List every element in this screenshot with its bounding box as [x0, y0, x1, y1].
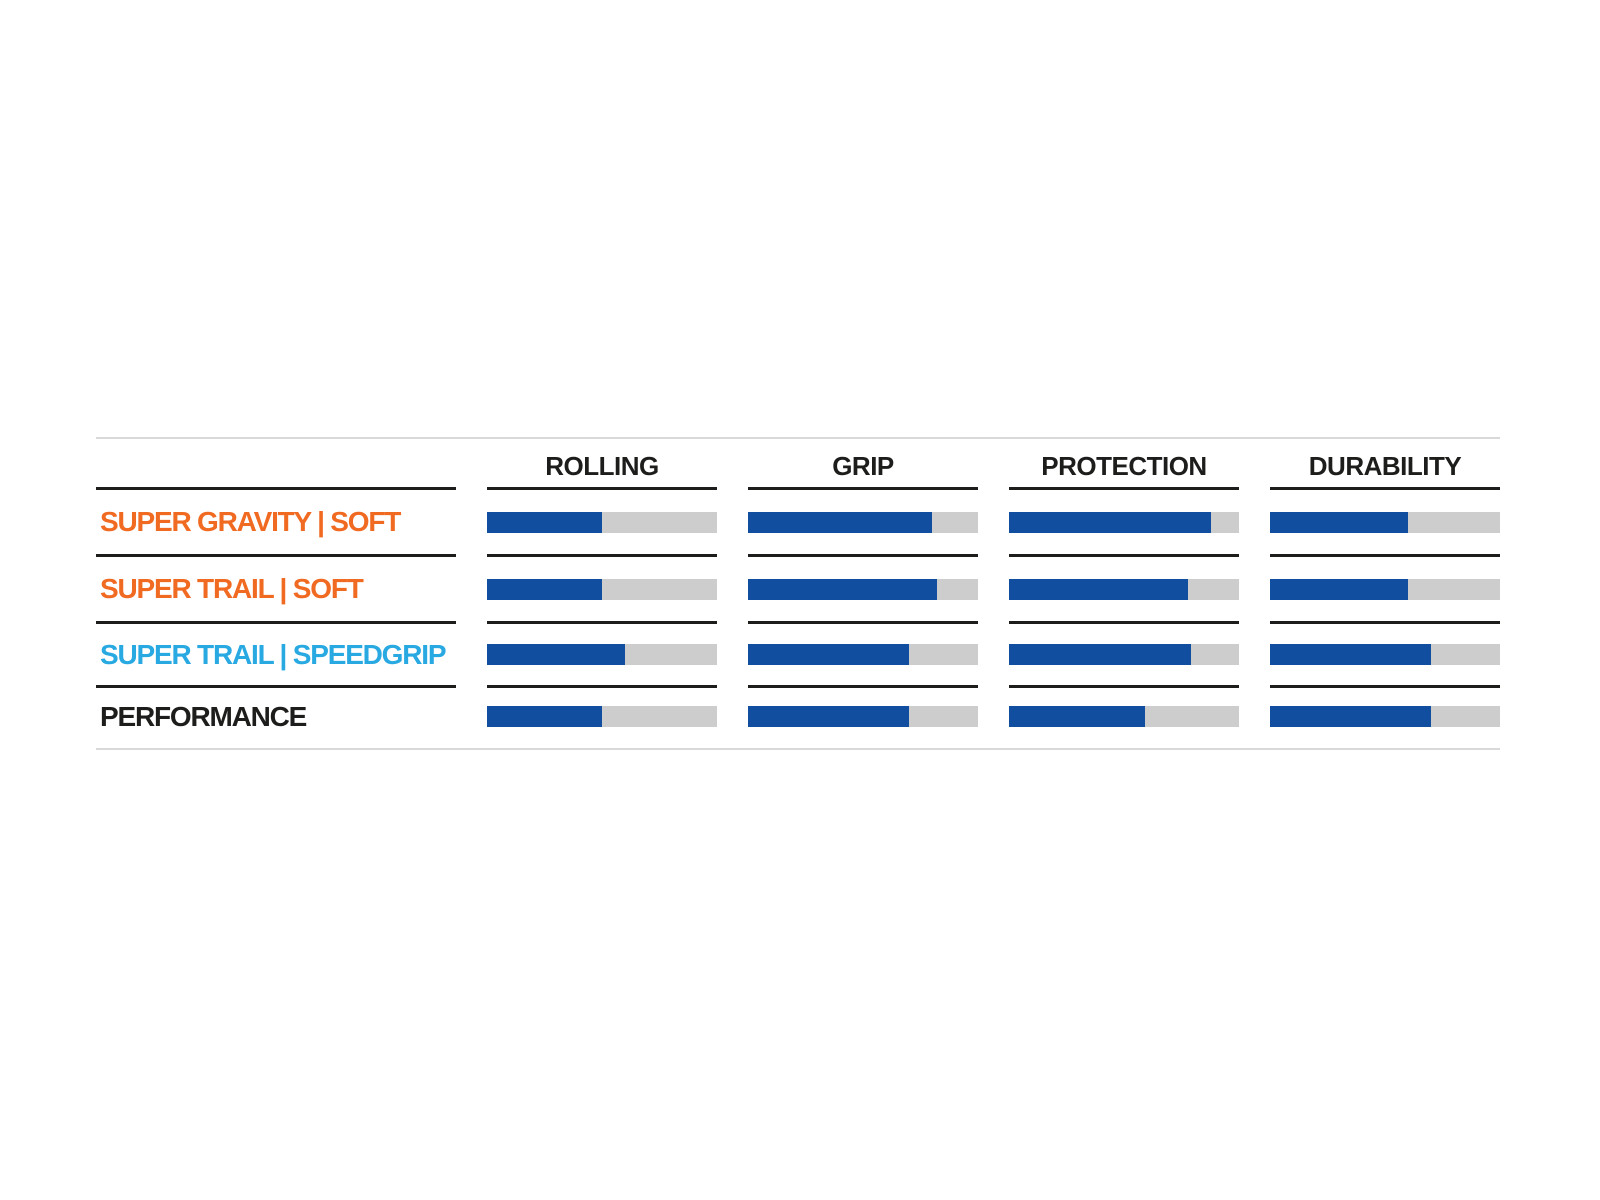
- bar-track: [1270, 511, 1500, 533]
- row-label-cell-super-gravity-soft: SUPER GRAVITY | SOFT: [96, 490, 456, 557]
- bar-performance-grip: [748, 688, 978, 748]
- row-label: PERFORMANCE: [100, 700, 307, 732]
- bar-super-trail-soft-protection: [1009, 557, 1239, 624]
- bar-track: [1270, 644, 1500, 665]
- bar-track: [1009, 706, 1239, 727]
- bar-fill: [487, 644, 625, 665]
- row-label: SUPER GRAVITY | SOFT: [100, 506, 401, 537]
- bar-fill: [487, 511, 602, 533]
- bar-super-trail-soft-rolling: [487, 557, 717, 624]
- column-header-rolling: ROLLING: [487, 439, 717, 490]
- bar-fill: [487, 578, 602, 600]
- bar-track: [487, 706, 717, 727]
- bar-fill: [1270, 706, 1431, 727]
- bar-fill: [1009, 644, 1191, 665]
- row-label: SUPER TRAIL | SOFT: [100, 573, 364, 604]
- bar-fill: [1270, 511, 1408, 533]
- bar-super-trail-soft-grip: [748, 557, 978, 624]
- bar-performance-durability: [1270, 688, 1500, 748]
- bar-fill: [1270, 578, 1408, 600]
- bar-track: [487, 644, 717, 665]
- bar-performance-rolling: [487, 688, 717, 748]
- bar-super-gravity-soft-protection: [1009, 490, 1239, 557]
- bar-super-trail-speedgrip-grip: [748, 624, 978, 688]
- bar-fill: [1009, 578, 1189, 600]
- bar-track: [748, 578, 978, 600]
- bar-super-trail-speedgrip-durability: [1270, 624, 1500, 688]
- bar-fill: [1009, 511, 1212, 533]
- row-label: SUPER TRAIL | SPEEDGRIP: [100, 638, 447, 670]
- bar-super-trail-speedgrip-protection: [1009, 624, 1239, 688]
- bar-super-trail-soft-durability: [1270, 557, 1500, 624]
- bar-track: [1270, 578, 1500, 600]
- comparison-grid: ROLLING GRIP PROTECTION DURABILITY SUPER GR…: [96, 439, 1500, 748]
- bar-track: [748, 511, 978, 533]
- bar-track: [1009, 644, 1239, 665]
- bar-fill: [748, 511, 932, 533]
- header-spacer-cell: [96, 439, 456, 490]
- bar-track: [748, 644, 978, 665]
- bar-fill: [748, 706, 909, 727]
- bar-track: [487, 511, 717, 533]
- row-label-cell-super-trail-soft: SUPER TRAIL | SOFT: [96, 557, 456, 624]
- bar-fill: [748, 578, 937, 600]
- bar-super-trail-speedgrip-rolling: [487, 624, 717, 688]
- column-header-grip: GRIP: [748, 439, 978, 490]
- bar-super-gravity-soft-grip: [748, 490, 978, 557]
- bar-fill: [487, 706, 602, 727]
- bar-track: [1009, 578, 1239, 600]
- column-header-protection: PROTECTION: [1009, 439, 1239, 490]
- bar-track: [748, 706, 978, 727]
- bar-super-gravity-soft-rolling: [487, 490, 717, 557]
- column-header-durability: DURABILITY: [1270, 439, 1500, 490]
- bar-performance-protection: [1009, 688, 1239, 748]
- bar-fill: [1270, 644, 1431, 665]
- bar-track: [1009, 511, 1239, 533]
- row-label-cell-super-trail-speedgrip: SUPER TRAIL | SPEEDGRIP: [96, 624, 456, 688]
- bar-track: [487, 578, 717, 600]
- bar-track: [1270, 706, 1500, 727]
- bar-fill: [748, 644, 909, 665]
- compound-comparison-chart: ROLLING GRIP PROTECTION DURABILITY SUPER GR…: [96, 437, 1500, 750]
- row-label-cell-performance: PERFORMANCE: [96, 688, 456, 748]
- bar-fill: [1009, 706, 1145, 727]
- bar-super-gravity-soft-durability: [1270, 490, 1500, 557]
